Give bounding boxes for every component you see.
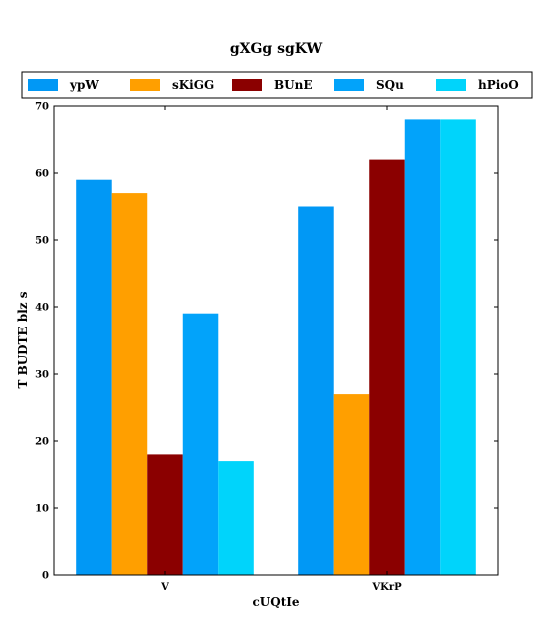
- y-tick-label: 50: [35, 236, 49, 247]
- bar-hPioO-VKrP: [440, 119, 476, 576]
- bar-BUnE-V: [147, 454, 183, 575]
- bar-SQu-V: [182, 313, 219, 575]
- bar-hPioO-V: [218, 461, 254, 575]
- y-tick-label: 40: [35, 303, 49, 314]
- legend-label-sKiGG: sKiGG: [172, 78, 214, 92]
- x-tick-label: V: [160, 582, 169, 593]
- legend-label-BUnE: BUnE: [274, 78, 312, 92]
- bar-ypW-VKrP: [298, 206, 334, 575]
- legend-label-SQu: SQu: [376, 78, 404, 92]
- bar-sKiGG-VKrP: [333, 394, 370, 575]
- legend-swatch-BUnE: [232, 79, 262, 91]
- x-tick-label: VKrP: [371, 582, 402, 593]
- plot-frame: [53, 105, 499, 576]
- legend-swatch-ypW: [28, 79, 58, 91]
- legend-swatch-hPioO: [436, 79, 466, 91]
- y-tick-label: 60: [35, 169, 49, 180]
- legend-label-ypW: ypW: [69, 78, 99, 92]
- bar-sKiGG-V: [111, 193, 148, 575]
- bar-ypW-V: [76, 179, 112, 575]
- legend-label-hPioO: hPioO: [478, 78, 519, 92]
- plot-area: 0 10 20 30 40 50 60 70 V VKrP: [35, 102, 499, 593]
- bar-BUnE-VKrP: [369, 159, 405, 575]
- y-tick-label: 70: [35, 102, 49, 113]
- y-tick-label: 0: [42, 571, 49, 582]
- legend-swatch-sKiGG: [130, 79, 160, 91]
- chart-title: gXGg sgKW: [230, 41, 323, 57]
- bar-SQu-VKrP: [404, 119, 441, 576]
- y-tick-label: 20: [35, 437, 49, 448]
- y-axis-label: T BUDTE blz s: [16, 291, 30, 388]
- legend-swatch-SQu: [334, 79, 364, 91]
- x-axis-label: cUQtIe: [252, 595, 299, 609]
- y-tick-label: 10: [35, 504, 49, 515]
- legend: ypW sKiGG BUnE SQu hPioO: [21, 71, 533, 99]
- y-tick-label: 30: [35, 370, 49, 381]
